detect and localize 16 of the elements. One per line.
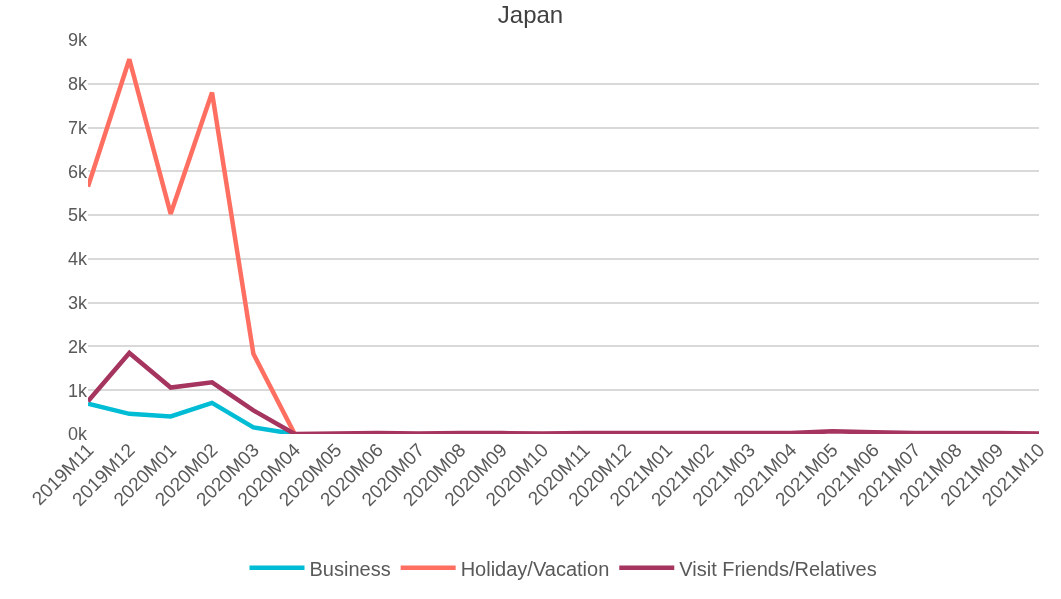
y-tick-label: 6k [67, 161, 88, 182]
y-tick-label: 3k [67, 292, 88, 313]
chart-title: Japan [497, 0, 564, 28]
line-series [88, 57, 297, 434]
y-tick-label: 1k [67, 380, 88, 401]
y-tick-label: 0k [67, 424, 88, 445]
y-tick-label: 9k [67, 30, 88, 51]
legend-label: Visit Friends/Relatives [679, 557, 877, 580]
legend-label: Business [309, 557, 391, 580]
y-tick-label: 8k [67, 74, 88, 95]
line-series [88, 350, 1039, 434]
y-tick-label: 2k [67, 336, 88, 357]
y-tick-label: 5k [67, 205, 88, 226]
y-tick-label: 7k [67, 117, 88, 138]
y-tick-label: 4k [67, 249, 88, 270]
legend-label: Holiday/Vacation [460, 557, 610, 580]
